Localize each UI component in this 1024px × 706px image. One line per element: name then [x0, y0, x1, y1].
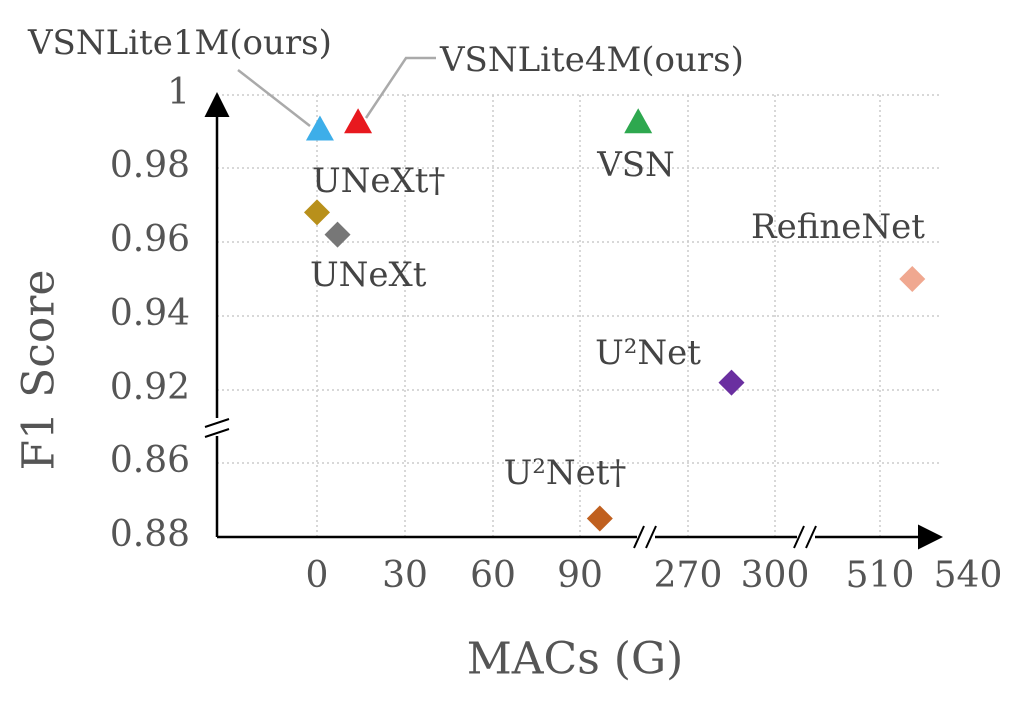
leader-lines: [237, 56, 436, 127]
y-tick-label: 0.88: [110, 514, 190, 555]
x-tick-label: 510: [846, 555, 915, 596]
point: [718, 369, 745, 396]
x-tick-label: 0: [306, 555, 329, 596]
x-tick-label: 90: [557, 555, 603, 596]
x-axis-label: MACs (G): [467, 634, 684, 685]
point-label: VSN: [596, 145, 675, 185]
x-tick-label: 270: [654, 555, 723, 596]
y-axis-label: F1 Score: [14, 270, 65, 471]
point-label: RefineNet: [751, 207, 925, 247]
point: [324, 221, 351, 248]
y-tick-label: 0.86: [110, 440, 190, 481]
y-tick-label: 0.96: [110, 219, 190, 260]
point: [304, 199, 330, 226]
point-label: VSNLite1M(ours): [27, 23, 332, 63]
x-tick-label: 60: [470, 555, 516, 596]
point: [344, 108, 373, 134]
point-label: VSNLite4M(ours): [439, 40, 744, 80]
point: [624, 108, 653, 134]
x-tick-label: 30: [382, 555, 428, 596]
point: [586, 505, 613, 532]
y-tick-label: 0.92: [110, 367, 190, 408]
x-tick-label: 540: [934, 555, 1003, 596]
point-label: UNeXt†: [312, 161, 445, 201]
axis-breaks: [204, 418, 817, 549]
y-tick-label: 1: [167, 72, 190, 113]
point: [899, 266, 926, 292]
point-label: U²Net: [595, 333, 701, 373]
point: [305, 115, 334, 141]
x-tick-label: 300: [741, 555, 810, 596]
point-label: U²Net†: [504, 453, 627, 493]
y-tick-label: 0.98: [110, 145, 190, 186]
y-tick-label: 0.94: [110, 293, 190, 334]
point-label: UNeXt: [310, 255, 427, 295]
